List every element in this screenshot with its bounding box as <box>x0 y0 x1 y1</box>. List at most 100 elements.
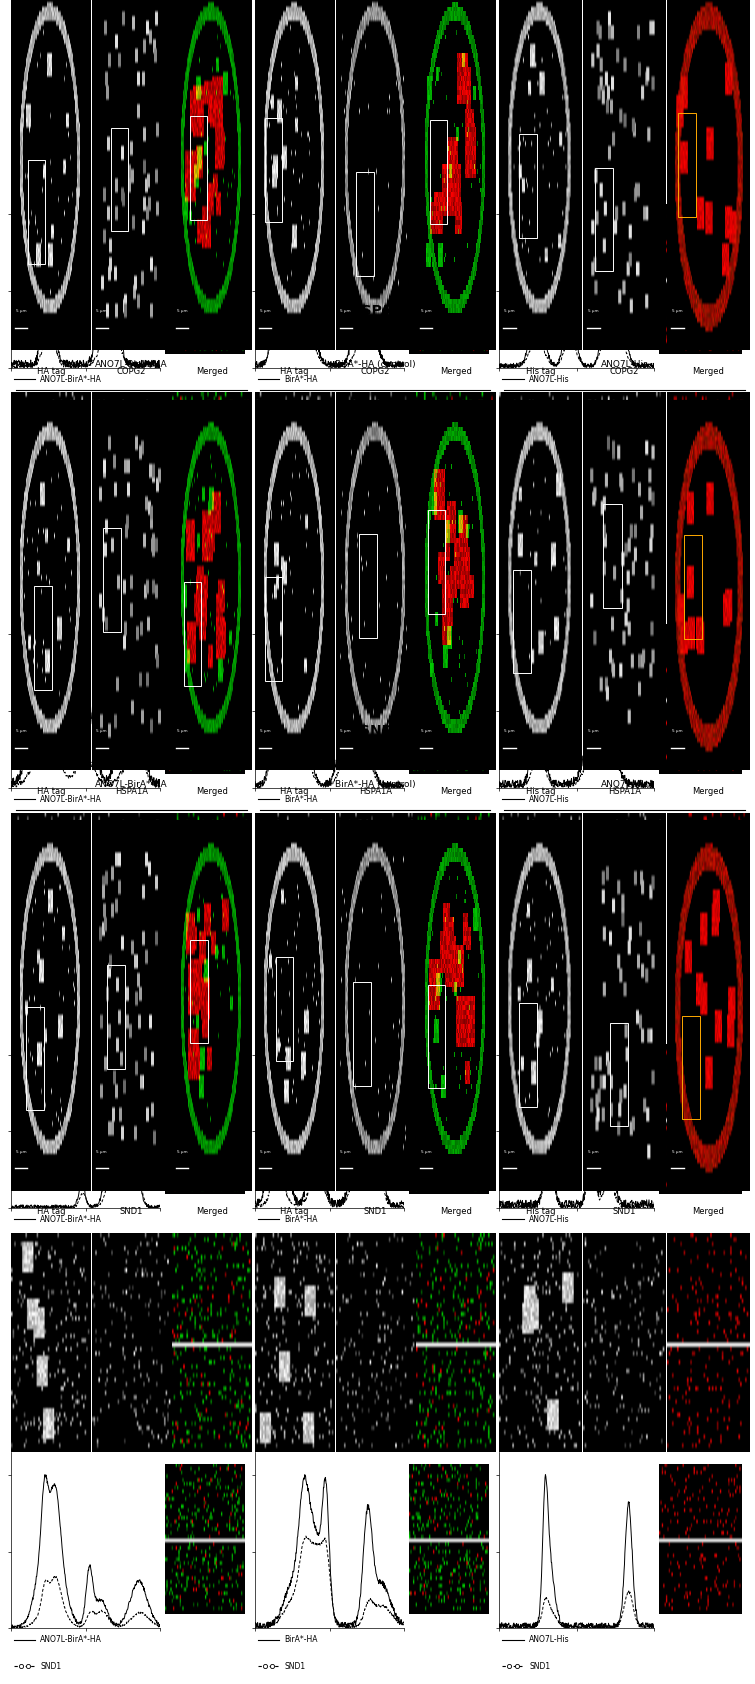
Text: SND1: SND1 <box>364 1207 387 1216</box>
Text: Merged: Merged <box>440 786 472 797</box>
Bar <box>276 957 294 1061</box>
Text: AP2B1: AP2B1 <box>284 401 309 411</box>
Text: SND1: SND1 <box>120 1207 143 1216</box>
Text: His tag: His tag <box>525 786 555 797</box>
Text: HA tag: HA tag <box>36 1207 65 1216</box>
Text: Merged: Merged <box>692 786 724 797</box>
Text: 5 μm: 5 μm <box>341 729 351 734</box>
Text: 5 μm: 5 μm <box>588 310 599 313</box>
Bar <box>356 172 374 276</box>
Text: BirA*-HA: BirA*-HA <box>284 795 318 803</box>
Bar <box>359 534 377 638</box>
Bar <box>603 504 621 608</box>
Text: BirA*-HA: BirA*-HA <box>284 374 318 384</box>
Text: ANO7L-BirA*-HA: ANO7L-BirA*-HA <box>95 360 168 369</box>
Text: 5 μm: 5 μm <box>588 729 599 734</box>
Text: ANO7L-BirA*-HA: ANO7L-BirA*-HA <box>40 374 102 384</box>
Text: Merged: Merged <box>440 367 472 376</box>
Text: 5 μm: 5 μm <box>260 310 270 313</box>
Bar <box>353 982 371 1086</box>
Text: HSPA1A: HSPA1A <box>529 1241 559 1251</box>
Bar <box>183 581 202 685</box>
Text: His tag: His tag <box>525 367 555 376</box>
Text: Merged: Merged <box>440 1207 472 1216</box>
Text: HSPA1A: HSPA1A <box>115 786 148 797</box>
Text: 5 μm: 5 μm <box>177 310 187 313</box>
Text: ANO7L-His: ANO7L-His <box>529 1635 570 1644</box>
Text: HSPA1A: HSPA1A <box>40 1241 70 1251</box>
Text: ANO7L-BirA*-HA: ANO7L-BirA*-HA <box>40 1214 102 1224</box>
Text: 5 μm: 5 μm <box>672 310 683 313</box>
Text: AP2B1: AP2B1 <box>40 401 65 411</box>
Text: HA tag: HA tag <box>280 786 309 797</box>
Text: COPG2: COPG2 <box>361 367 390 376</box>
Bar <box>265 578 282 682</box>
Text: 5 μm: 5 μm <box>177 729 187 734</box>
Bar <box>427 985 445 1088</box>
Text: HA tag: HA tag <box>36 367 65 376</box>
Text: 5 μm: 5 μm <box>97 310 107 313</box>
Text: 5 μm: 5 μm <box>16 1150 26 1154</box>
Text: 5 μm: 5 μm <box>672 729 683 734</box>
Text: COPG2: COPG2 <box>610 367 639 376</box>
Bar <box>428 510 445 613</box>
Text: 5 μm: 5 μm <box>504 310 515 313</box>
Bar <box>678 113 696 217</box>
Text: ANO7L-BirA*-HA: ANO7L-BirA*-HA <box>40 795 102 803</box>
Text: SND1: SND1 <box>360 724 402 738</box>
Text: 5 μm: 5 μm <box>97 729 107 734</box>
Text: 5 μm: 5 μm <box>16 310 26 313</box>
Bar <box>111 128 128 231</box>
Text: Merged: Merged <box>692 1207 724 1216</box>
Text: HSPA1A: HSPA1A <box>608 786 641 797</box>
Text: BirA*-HA (control): BirA*-HA (control) <box>335 360 415 369</box>
Text: 5 μm: 5 μm <box>421 729 431 734</box>
Text: 5 μm: 5 μm <box>421 1150 431 1154</box>
Text: Merged: Merged <box>196 786 228 797</box>
Text: Merged: Merged <box>196 1207 228 1216</box>
Text: ANO7L-BirA*-HA: ANO7L-BirA*-HA <box>40 1635 102 1644</box>
Text: COPG2: COPG2 <box>529 822 556 830</box>
Text: ANO7L-His: ANO7L-His <box>600 780 649 788</box>
Text: COPG2: COPG2 <box>117 367 146 376</box>
Bar <box>107 965 125 1069</box>
Text: His tag: His tag <box>525 1207 555 1216</box>
Bar <box>519 1004 538 1106</box>
Text: 5 μm: 5 μm <box>504 729 515 734</box>
Text: COPG2: COPG2 <box>284 822 310 830</box>
Text: 5 μm: 5 μm <box>421 310 431 313</box>
Text: ANO7L-His: ANO7L-His <box>600 360 649 369</box>
Bar <box>103 529 121 632</box>
Text: ANO7L-His: ANO7L-His <box>529 374 570 384</box>
Bar <box>190 116 207 219</box>
Text: HA tag: HA tag <box>280 367 309 376</box>
Bar <box>519 135 537 237</box>
Bar <box>683 1015 701 1120</box>
Text: ANO7L-BirA*-HA: ANO7L-BirA*-HA <box>95 780 168 788</box>
Text: HSPA1A: HSPA1A <box>284 1241 314 1251</box>
Text: 5 μm: 5 μm <box>341 1150 351 1154</box>
Bar <box>595 167 613 271</box>
Text: D: D <box>11 712 23 726</box>
Text: ANO7L-His: ANO7L-His <box>529 1214 570 1224</box>
Text: COPG2: COPG2 <box>40 822 66 830</box>
Bar <box>684 536 702 638</box>
Text: 5 μm: 5 μm <box>260 1150 270 1154</box>
Text: 5 μm: 5 μm <box>177 1150 187 1154</box>
Text: SND1: SND1 <box>40 1662 61 1671</box>
Text: 5 μm: 5 μm <box>16 729 26 734</box>
Text: 5 μm: 5 μm <box>97 1150 107 1154</box>
Text: C: C <box>11 291 22 306</box>
Text: 5 μm: 5 μm <box>341 310 351 313</box>
Bar <box>28 160 45 264</box>
Bar <box>430 120 448 224</box>
Bar <box>190 940 208 1044</box>
Text: HA tag: HA tag <box>280 1207 309 1216</box>
Text: 5 μm: 5 μm <box>504 1150 515 1154</box>
Text: SND1: SND1 <box>613 1207 636 1216</box>
Text: Merged: Merged <box>196 367 228 376</box>
Text: 5 μm: 5 μm <box>672 1150 683 1154</box>
Text: 5 μm: 5 μm <box>260 729 270 734</box>
Text: HSPA1A: HSPA1A <box>350 303 412 318</box>
Text: Merged: Merged <box>692 367 724 376</box>
